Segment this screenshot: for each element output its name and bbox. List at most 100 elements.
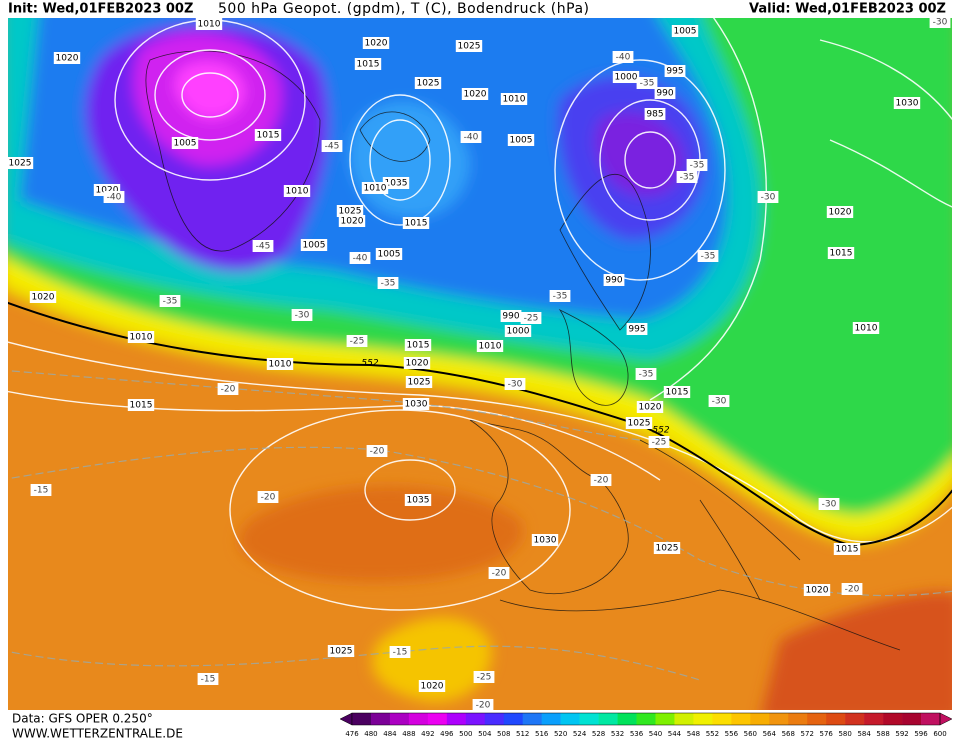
website: WWW.WETTERZENTRALE.DE xyxy=(12,727,183,741)
pressure-label-box xyxy=(404,494,432,506)
pressure-label: 1030 xyxy=(405,400,428,410)
pressure-label: 1005 xyxy=(510,136,533,146)
isobar xyxy=(154,49,266,141)
pressure-label: 1000 xyxy=(507,327,530,337)
temperature-label-box xyxy=(488,567,510,579)
temperature-label: -30 xyxy=(508,380,523,390)
colorbar-label: 508 xyxy=(497,730,510,738)
pressure-label-box xyxy=(405,376,433,388)
pressure-label-box xyxy=(127,331,155,343)
temperature-label-box xyxy=(757,191,779,203)
colorbar-segment xyxy=(541,713,561,725)
temperature-label: -25 xyxy=(477,673,492,683)
temperature-label: -35 xyxy=(381,279,396,289)
colorbar-segment xyxy=(864,713,884,725)
colorbar-segment xyxy=(655,713,675,725)
height-label: 552 xyxy=(652,426,669,436)
colorbar-segment xyxy=(484,713,505,725)
colorbar-segment xyxy=(465,713,486,725)
temperature-label: -20 xyxy=(261,493,276,503)
colorbar-segment xyxy=(503,713,524,725)
pressure-label: 1020 xyxy=(341,217,364,227)
pressure-label: 1015 xyxy=(836,545,859,555)
temperature-label-box xyxy=(648,436,670,448)
pressure-label: 1030 xyxy=(896,99,919,109)
temperature-label: -35 xyxy=(163,297,178,307)
pressure-label: 1025 xyxy=(330,647,353,657)
temperature-label: -35 xyxy=(639,370,654,380)
colorbar-segment xyxy=(731,713,751,725)
pressure-label: 1025 xyxy=(339,207,362,217)
temperature-label: -45 xyxy=(325,142,340,152)
colorbar-label: 516 xyxy=(535,730,549,738)
colorbar-label: 484 xyxy=(383,730,397,738)
colorbar-label: 556 xyxy=(725,730,739,738)
pressure-label: 1020 xyxy=(96,186,119,196)
coast-italy xyxy=(639,439,801,601)
pressure-label: 990 xyxy=(656,89,673,99)
colorbar-label: 492 xyxy=(421,730,434,738)
temperature-label-box xyxy=(103,191,125,203)
temperature-label-box xyxy=(929,18,951,28)
colorbar-segment xyxy=(579,713,599,725)
pressure-label-box xyxy=(300,239,328,251)
colorbar-segment xyxy=(427,713,448,725)
pressure-label-box xyxy=(171,137,199,149)
pressure-label: 1020 xyxy=(829,208,852,218)
coast-iceland xyxy=(359,111,431,162)
colorbar-label: 500 xyxy=(459,730,472,738)
pressure-label: 1020 xyxy=(365,39,388,49)
coast-scandinavia xyxy=(559,173,651,331)
colorbar-label: 536 xyxy=(630,730,644,738)
pressure-label-box xyxy=(266,358,294,370)
temperature-label-box xyxy=(549,290,571,302)
isobar xyxy=(8,341,952,543)
colorbar-segment xyxy=(883,713,903,725)
pressure-label-box xyxy=(653,542,681,554)
temperature-label-box xyxy=(708,395,730,407)
temperature-label-box xyxy=(636,77,658,89)
pressure-label: 990 xyxy=(605,276,622,286)
colorbar-segment xyxy=(769,713,789,725)
isobar xyxy=(649,18,767,401)
pressure-label: 1015 xyxy=(357,60,380,70)
pressure-label-box xyxy=(283,185,311,197)
data-source: Data: GFS OPER 0.250° xyxy=(12,712,153,726)
temperature-label: -40 xyxy=(464,133,479,143)
pressure-label: 1025 xyxy=(628,419,651,429)
colorbar-label: 544 xyxy=(668,730,682,738)
colorbar-segment xyxy=(826,713,846,725)
pressure-label-box xyxy=(29,291,57,303)
pressure-label-box xyxy=(8,157,34,169)
pressure-label: 1005 xyxy=(674,27,697,37)
pressure-label-box xyxy=(53,52,81,64)
pressure-label-box xyxy=(361,182,389,194)
temperature-label-box xyxy=(676,171,698,183)
temperature-label-box xyxy=(818,498,840,510)
temperature-label: -35 xyxy=(680,173,695,183)
pressure-label: 995 xyxy=(628,325,645,335)
pressure-label: 1010 xyxy=(855,324,878,334)
isobar xyxy=(554,59,726,281)
field-red xyxy=(762,592,952,710)
field-dark-orange xyxy=(238,486,523,582)
temperature-label-box xyxy=(252,240,274,252)
temperature-label-box xyxy=(217,383,239,395)
height-label: 552 xyxy=(361,359,378,369)
pressure-label: 1010 xyxy=(479,342,502,352)
pressure-label-box xyxy=(455,40,483,52)
temperature-label: -35 xyxy=(640,79,655,89)
pressure-label-box xyxy=(644,108,666,120)
coastlines xyxy=(145,50,901,651)
pressure-label: 1015 xyxy=(666,388,689,398)
pressure-label: 1005 xyxy=(303,241,326,251)
colorbar-segment xyxy=(598,713,618,725)
pressure-label-box xyxy=(852,322,880,334)
colorbar-label: 476 xyxy=(345,730,359,738)
colorbar-label: 512 xyxy=(516,730,529,738)
pressure-label-box xyxy=(636,401,664,413)
temperature-label: -15 xyxy=(393,648,408,658)
pressure-label: 1035 xyxy=(407,496,430,506)
temperature-label: -20 xyxy=(221,385,236,395)
pressure-label-box xyxy=(195,18,223,30)
